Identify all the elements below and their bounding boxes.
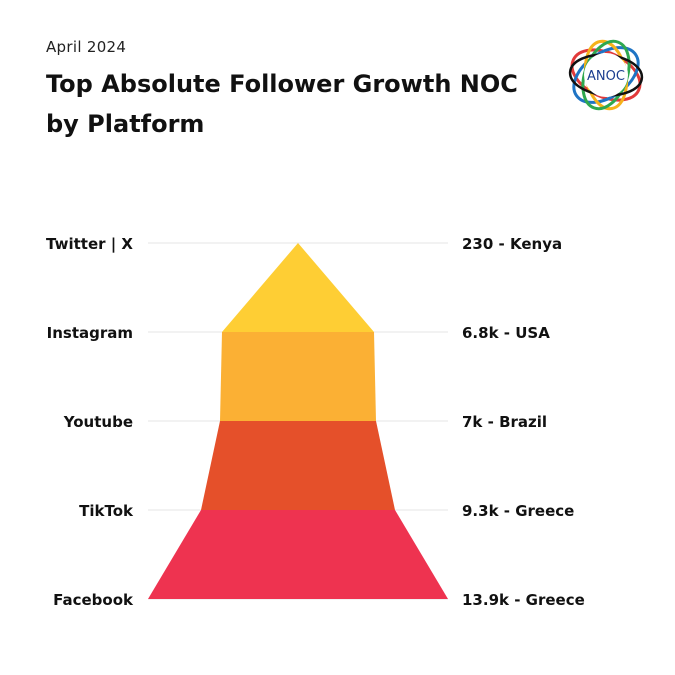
value-label: 13.9k - Greece bbox=[462, 591, 585, 609]
anoc-logo: ANOC bbox=[568, 39, 644, 111]
logo-text: ANOC bbox=[587, 69, 625, 84]
value-label: 9.3k - Greece bbox=[462, 502, 574, 520]
funnel-segment bbox=[201, 421, 395, 510]
platform-label: TikTok bbox=[79, 502, 134, 520]
platform-label: Youtube bbox=[63, 413, 133, 431]
funnel-labels: Twitter | X 230 - Kenya Instagram 6.8k - US… bbox=[46, 235, 585, 609]
funnel-segment bbox=[222, 243, 374, 332]
value-label: 230 - Kenya bbox=[462, 235, 562, 253]
title-line-1: Top Absolute Follower Growth NOC bbox=[46, 70, 518, 98]
funnel-shapes bbox=[148, 243, 448, 599]
title-line-2: by Platform bbox=[46, 110, 205, 138]
chart-title: Top Absolute Follower Growth NOC by Plat… bbox=[46, 64, 566, 144]
funnel-segment bbox=[220, 332, 376, 421]
platform-label: Twitter | X bbox=[46, 235, 133, 254]
value-label: 7k - Brazil bbox=[462, 413, 547, 431]
value-label: 6.8k - USA bbox=[462, 324, 550, 342]
date-label: April 2024 bbox=[46, 38, 127, 56]
platform-label: Facebook bbox=[53, 591, 134, 609]
funnel-segment bbox=[148, 510, 448, 599]
platform-label: Instagram bbox=[47, 324, 133, 342]
